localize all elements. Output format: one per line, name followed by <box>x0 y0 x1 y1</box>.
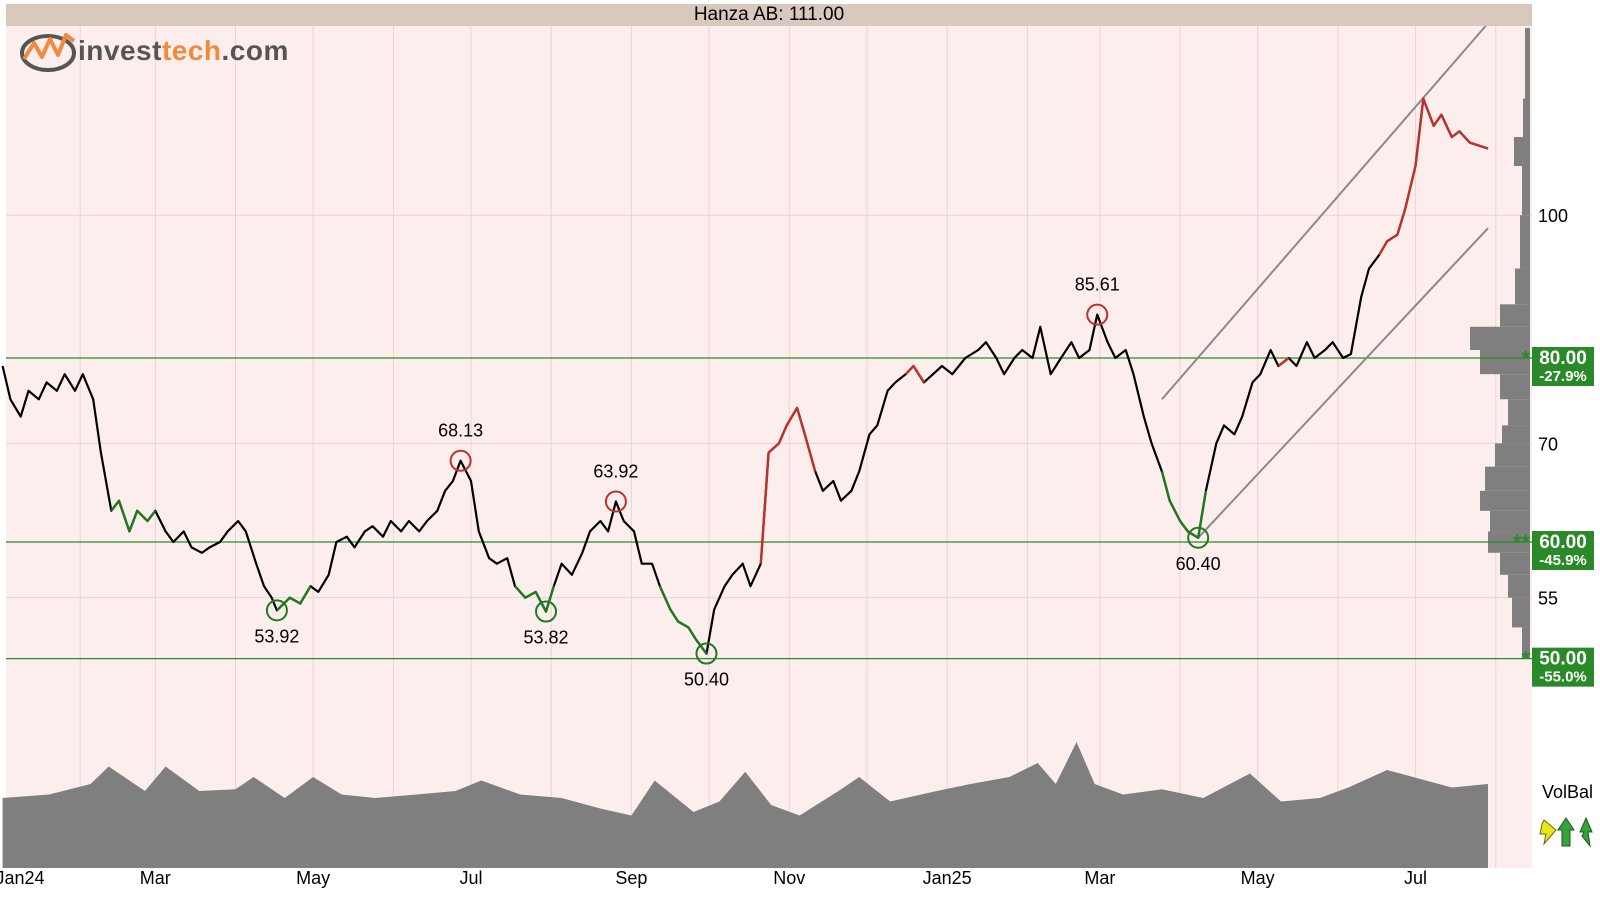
volume-area <box>2 742 1489 868</box>
price-line <box>1 97 1489 655</box>
support-badge <box>1532 647 1594 687</box>
x-tick-label: Mar <box>1084 868 1115 888</box>
support-badge <box>1532 346 1594 386</box>
annotation-marker-low <box>535 600 558 623</box>
x-tick-label: Sep <box>615 868 647 888</box>
volume-profile-bar <box>1508 574 1530 598</box>
volbal-arrow-icon <box>1557 817 1575 847</box>
trend-channel-upper <box>1161 22 1489 400</box>
volume-profile-bar <box>1480 350 1530 375</box>
annotation-marker-low <box>265 599 288 622</box>
support-pct-label: -55.0% <box>1539 669 1587 686</box>
annotation-marker-low <box>695 642 718 665</box>
annotation-marker-high <box>604 490 627 513</box>
signal-segment-buy <box>110 499 157 533</box>
signal-segment-sell <box>1277 357 1290 367</box>
support-value-label: 80.00 <box>1539 348 1587 369</box>
volbal-arrow-icon <box>1539 819 1557 846</box>
support-value-label: 60.00 <box>1539 532 1587 553</box>
x-tick-label: May <box>296 868 330 888</box>
signal-segment-sell <box>759 406 817 564</box>
volume-profile-bar <box>1470 326 1530 351</box>
support-pct-label: -45.9% <box>1539 552 1587 569</box>
annotation-label: 50.40 <box>684 670 729 690</box>
annotation-marker-low <box>1187 526 1210 549</box>
annotation-label: 68.13 <box>438 421 483 441</box>
logo-icon <box>20 33 76 72</box>
volume-profile-bar <box>1512 597 1530 628</box>
signal-segment-sell <box>904 364 925 384</box>
volume-profile-bar <box>1485 466 1530 491</box>
signal-segment-buy <box>1160 471 1208 539</box>
support-pct-label: -27.9% <box>1539 368 1587 385</box>
signal-segment-sell <box>1378 97 1489 256</box>
x-tick-label: Jan25 <box>923 868 972 888</box>
annotation-label: 63.92 <box>593 462 638 482</box>
x-tick-label: Jul <box>1404 868 1427 888</box>
plot-background <box>6 26 1532 868</box>
volume-profile-bar <box>1508 399 1530 426</box>
volume-profile-bar <box>1525 28 1530 99</box>
volume-profile-bar <box>1514 137 1530 166</box>
signal-segment-buy <box>658 585 708 655</box>
volume-profile-bar <box>1515 268 1530 305</box>
annotation-label: 85.61 <box>1075 275 1120 295</box>
annotation-label: 53.82 <box>524 628 569 648</box>
logo-text: investtech.com <box>78 35 289 66</box>
signal-segment-buy <box>514 585 555 613</box>
chart-title: Hanza AB: 111.00 <box>6 4 1532 26</box>
volume-profile-bar <box>1520 215 1530 269</box>
support-value-label: 50.00 <box>1539 649 1587 670</box>
y-tick-label: 55 <box>1538 589 1558 609</box>
volbal-arrow-icon <box>1579 816 1593 848</box>
annotation-marker-high <box>1086 303 1109 326</box>
y-tick-label: 100 <box>1538 206 1568 226</box>
x-tick-label: Mar <box>140 868 171 888</box>
volume-profile-bar <box>1500 552 1530 575</box>
annotation-marker-high <box>449 449 472 472</box>
x-tick-label: Nov <box>773 868 805 888</box>
volume-profile-bar <box>1495 443 1530 467</box>
volume-profile-bar <box>1500 304 1530 327</box>
volume-profile-bar <box>1480 490 1530 511</box>
volume-balance-label: VolBal <box>1542 782 1593 802</box>
support-star: * <box>1521 346 1530 371</box>
annotation-label: 60.40 <box>1176 554 1221 574</box>
x-tick-label: Jul <box>459 868 482 888</box>
volume-profile-bar <box>1500 374 1530 400</box>
support-star: * <box>1521 647 1530 672</box>
annotation-label: 53.92 <box>254 626 299 646</box>
volume-profile-bar <box>1522 165 1530 216</box>
trend-channel-lower <box>1197 227 1489 539</box>
volume-profile-bar <box>1523 98 1530 138</box>
x-tick-label: Jan24 <box>0 868 45 888</box>
investtech-logo: investtech.com <box>20 28 289 74</box>
y-tick-label: 70 <box>1538 434 1558 454</box>
support-badge <box>1532 531 1594 571</box>
volume-profile-bar <box>1522 627 1530 659</box>
support-star: ** <box>1513 530 1531 555</box>
x-tick-label: May <box>1241 868 1275 888</box>
volume-profile-bar <box>1502 425 1530 444</box>
volume-profile-bar <box>1490 510 1530 532</box>
